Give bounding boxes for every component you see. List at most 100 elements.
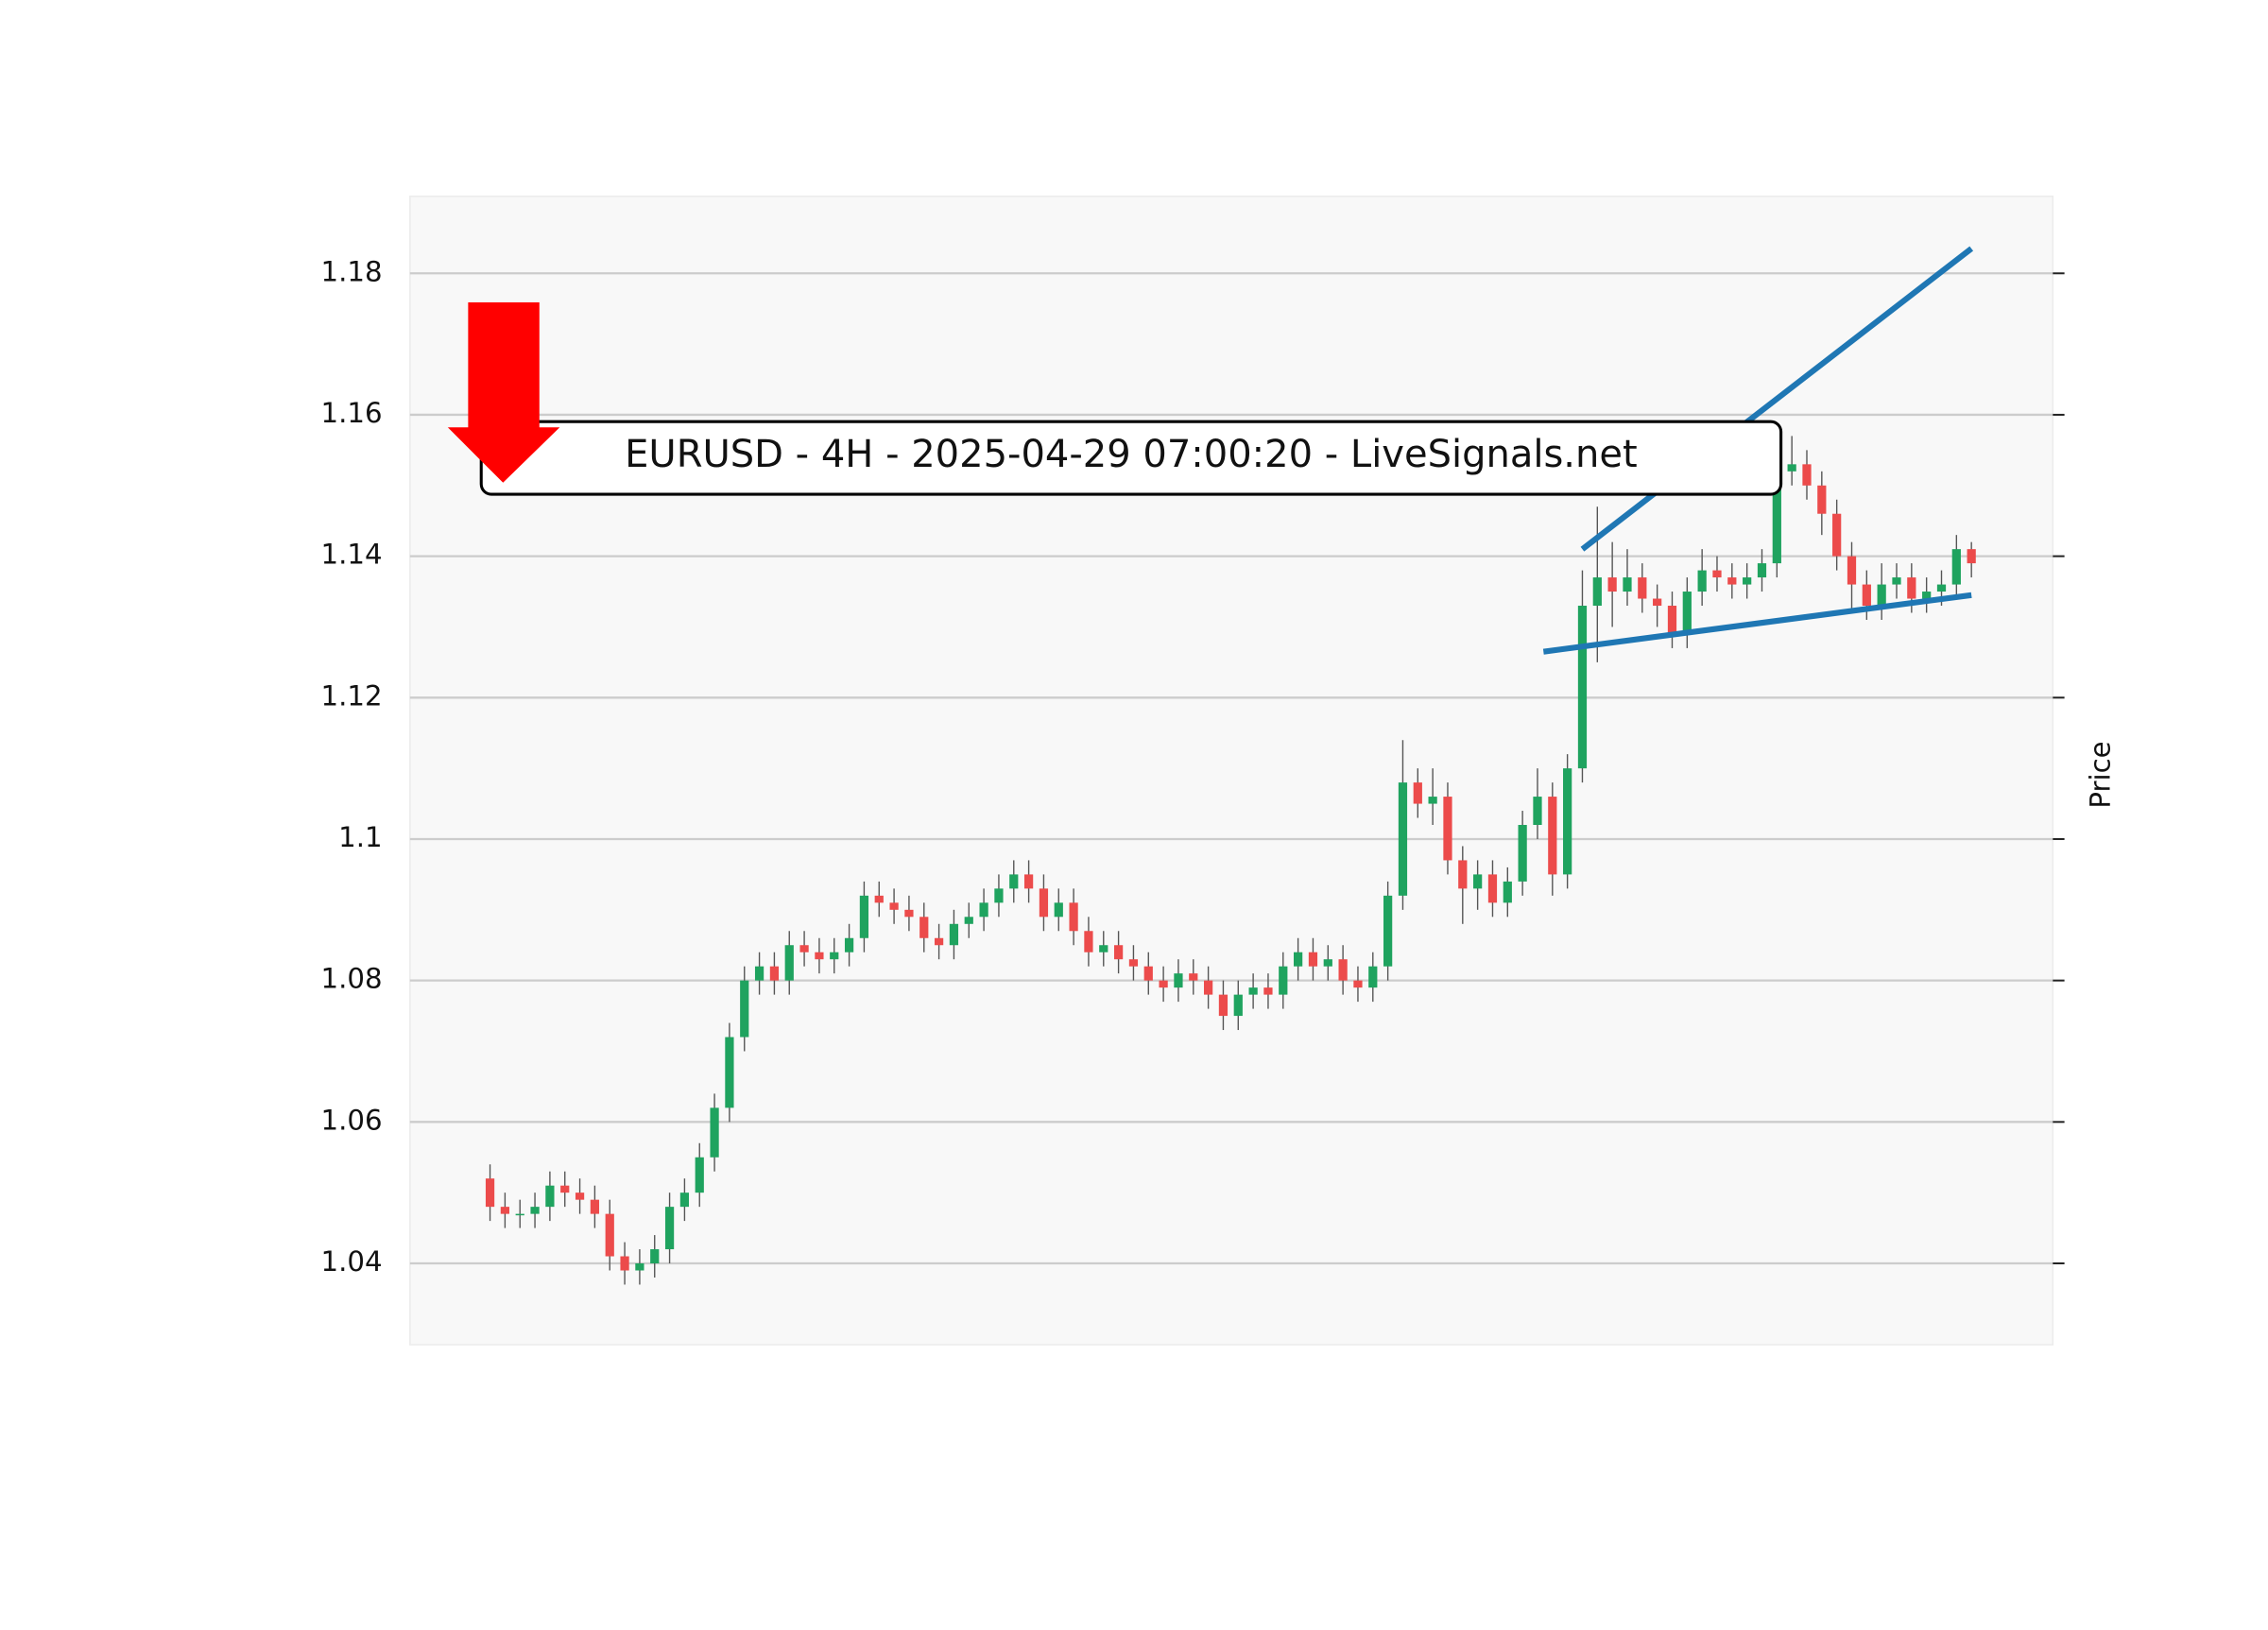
candle-body: [1174, 973, 1183, 988]
candle-body: [844, 937, 854, 952]
candle-body: [994, 888, 1004, 903]
trendline: [1580, 246, 1974, 552]
candle-body: [515, 1213, 524, 1216]
candle-body: [1279, 966, 1288, 995]
y-tick-label: 1.04: [321, 1245, 383, 1278]
candle-body: [1294, 952, 1303, 967]
y-tick-label: 1.12: [321, 679, 383, 712]
candle-body: [1907, 577, 1916, 599]
candle-body: [679, 1192, 690, 1208]
candle-body: [1548, 797, 1557, 875]
candle-body: [1877, 584, 1886, 607]
candle-body: [1592, 577, 1602, 607]
candle-body: [904, 909, 914, 918]
candle-body: [545, 1185, 555, 1208]
candle-body: [799, 945, 809, 952]
candle-body: [500, 1207, 510, 1214]
plot-area: [409, 195, 2054, 1346]
candle-body: [605, 1213, 614, 1257]
candle-body: [1413, 782, 1422, 804]
y-tick-label: 1.16: [321, 397, 383, 429]
candle-body: [1218, 994, 1228, 1017]
candle-body: [635, 1263, 644, 1271]
trendlines: [1542, 246, 1974, 655]
candle-body: [1638, 577, 1647, 599]
candle-body: [1487, 874, 1498, 903]
candle-body: [1653, 598, 1662, 607]
candle-body: [1892, 577, 1901, 585]
candle-body: [1113, 945, 1124, 960]
candle-body: [1338, 959, 1348, 981]
candle-body: [1503, 881, 1512, 903]
candle-body: [1682, 592, 1692, 634]
candle-body: [1023, 874, 1034, 889]
candle-body: [1099, 945, 1108, 952]
candle-body: [1443, 797, 1452, 861]
candle-body: [1368, 966, 1378, 988]
candle-body: [1009, 874, 1019, 889]
candle-body: [1533, 797, 1542, 826]
candle-body: [784, 945, 794, 981]
candle-body: [1577, 606, 1588, 769]
arrow-shaft: [468, 302, 540, 429]
candle-body: [1458, 860, 1468, 889]
candle-body: [1039, 888, 1049, 918]
candle-body: [1143, 966, 1153, 981]
candle-body: [1772, 471, 1781, 564]
candle-body: [1353, 980, 1363, 988]
axis-labels: 1.04 1.06 1.08 1.1 1.12 1.14 1.16 1.18: [321, 255, 383, 1278]
candle-body: [1787, 464, 1796, 472]
candle-body: [1233, 994, 1243, 1017]
candle-body: [1398, 782, 1408, 896]
arrow-head: [447, 427, 560, 483]
y-tick-label: 1.14: [321, 539, 383, 571]
candle-body: [560, 1185, 570, 1193]
candle-body: [1428, 797, 1437, 804]
candle-body: [725, 1037, 734, 1108]
candle-body: [740, 980, 749, 1038]
grid: [409, 272, 2065, 1265]
candle-body: [1308, 952, 1318, 967]
candle-body: [1623, 577, 1632, 592]
candle-body: [874, 895, 884, 903]
candle-body: [1727, 577, 1737, 585]
candle-body: [1817, 485, 1827, 514]
candle-body: [650, 1249, 660, 1264]
candle-body: [710, 1107, 719, 1158]
candle-body: [949, 923, 959, 946]
trendline: [1542, 592, 1972, 655]
candle-body: [859, 895, 869, 938]
y-tick-label: 1.06: [321, 1104, 383, 1136]
candle-body: [1936, 584, 1947, 592]
candle-body: [1667, 606, 1677, 634]
candle-body: [620, 1256, 629, 1271]
candle-body: [964, 917, 973, 924]
candle-body: [1518, 825, 1527, 882]
candle-body: [1323, 959, 1332, 967]
candles: [485, 436, 1976, 1285]
candle-body: [1189, 973, 1198, 981]
candle-body: [1847, 556, 1857, 585]
candle-body: [1563, 768, 1572, 875]
candle-body: [769, 966, 780, 981]
candle-body: [695, 1157, 704, 1193]
candle-body: [1263, 987, 1273, 995]
candle-body: [1832, 513, 1842, 557]
candle-body: [1743, 577, 1752, 585]
candle-body: [1069, 902, 1078, 932]
candle-body: [1862, 584, 1871, 607]
candle-body: [1248, 987, 1258, 995]
candle-body: [590, 1199, 600, 1214]
candle-body: [1697, 570, 1707, 592]
chart-title: EURUSD - 4H - 2025-04-29 07:00:20 - Live…: [625, 433, 1638, 476]
candle-body: [919, 917, 929, 938]
candle-body: [1922, 592, 1932, 599]
candle-body: [1159, 980, 1168, 988]
candle-body: [1951, 549, 1961, 585]
candle-body: [1084, 931, 1093, 952]
candle-body: [1473, 874, 1483, 889]
candle-body: [1757, 563, 1767, 578]
candle-body: [979, 902, 988, 918]
